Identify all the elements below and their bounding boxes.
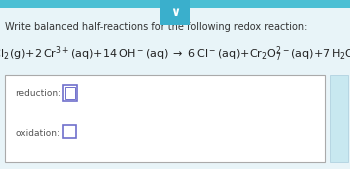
Bar (63, 125, 76, 138)
Text: $3\,\mathrm{Cl_2(g)}{+}2\,\mathrm{Cr^{3+}(aq)}{+}14\,\mathrm{OH^-(aq)}$$\;\right: $3\,\mathrm{Cl_2(g)}{+}2\,\mathrm{Cr^{3+… (0, 44, 350, 64)
Text: ∨: ∨ (170, 6, 180, 19)
Bar (330, 75, 348, 162)
FancyBboxPatch shape (160, 0, 190, 25)
Bar (0, 0, 350, 8)
Text: Write balanced half-reactions for the following redox reaction:: Write balanced half-reactions for the fo… (5, 22, 307, 32)
Text: oxidation:: oxidation: (15, 128, 60, 138)
Bar (63, 85, 77, 101)
Text: reduction:: reduction: (15, 89, 61, 98)
Bar (65, 87, 75, 99)
Bar (5, 75, 325, 162)
